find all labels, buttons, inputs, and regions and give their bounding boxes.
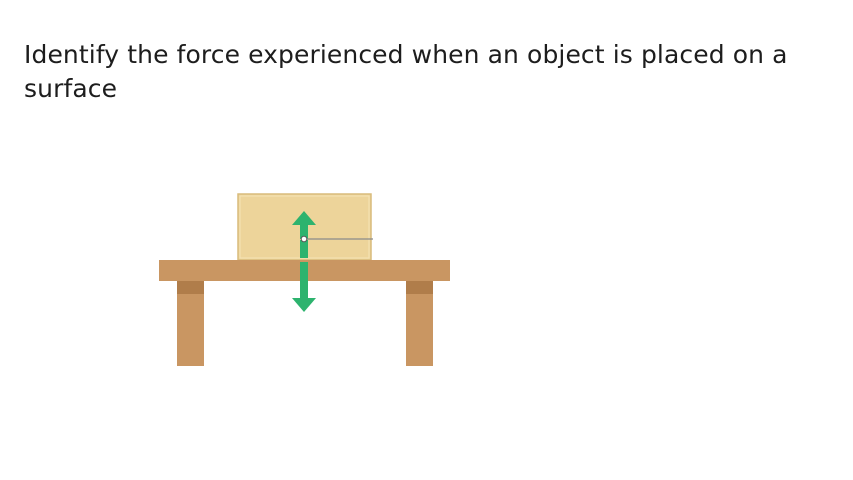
question-text: Identify the force experienced when an o…: [24, 40, 788, 103]
label-leader-line: [300, 235, 373, 243]
table-leg-left-shadow: [177, 281, 204, 294]
force-arrow-up: [292, 211, 316, 258]
force-arrow-down: [292, 262, 316, 312]
table-leg-right-shadow: [406, 281, 433, 294]
table-leg-left: [177, 281, 204, 366]
point-of-contact-dot: [300, 235, 308, 243]
table-leg-right: [406, 281, 433, 366]
